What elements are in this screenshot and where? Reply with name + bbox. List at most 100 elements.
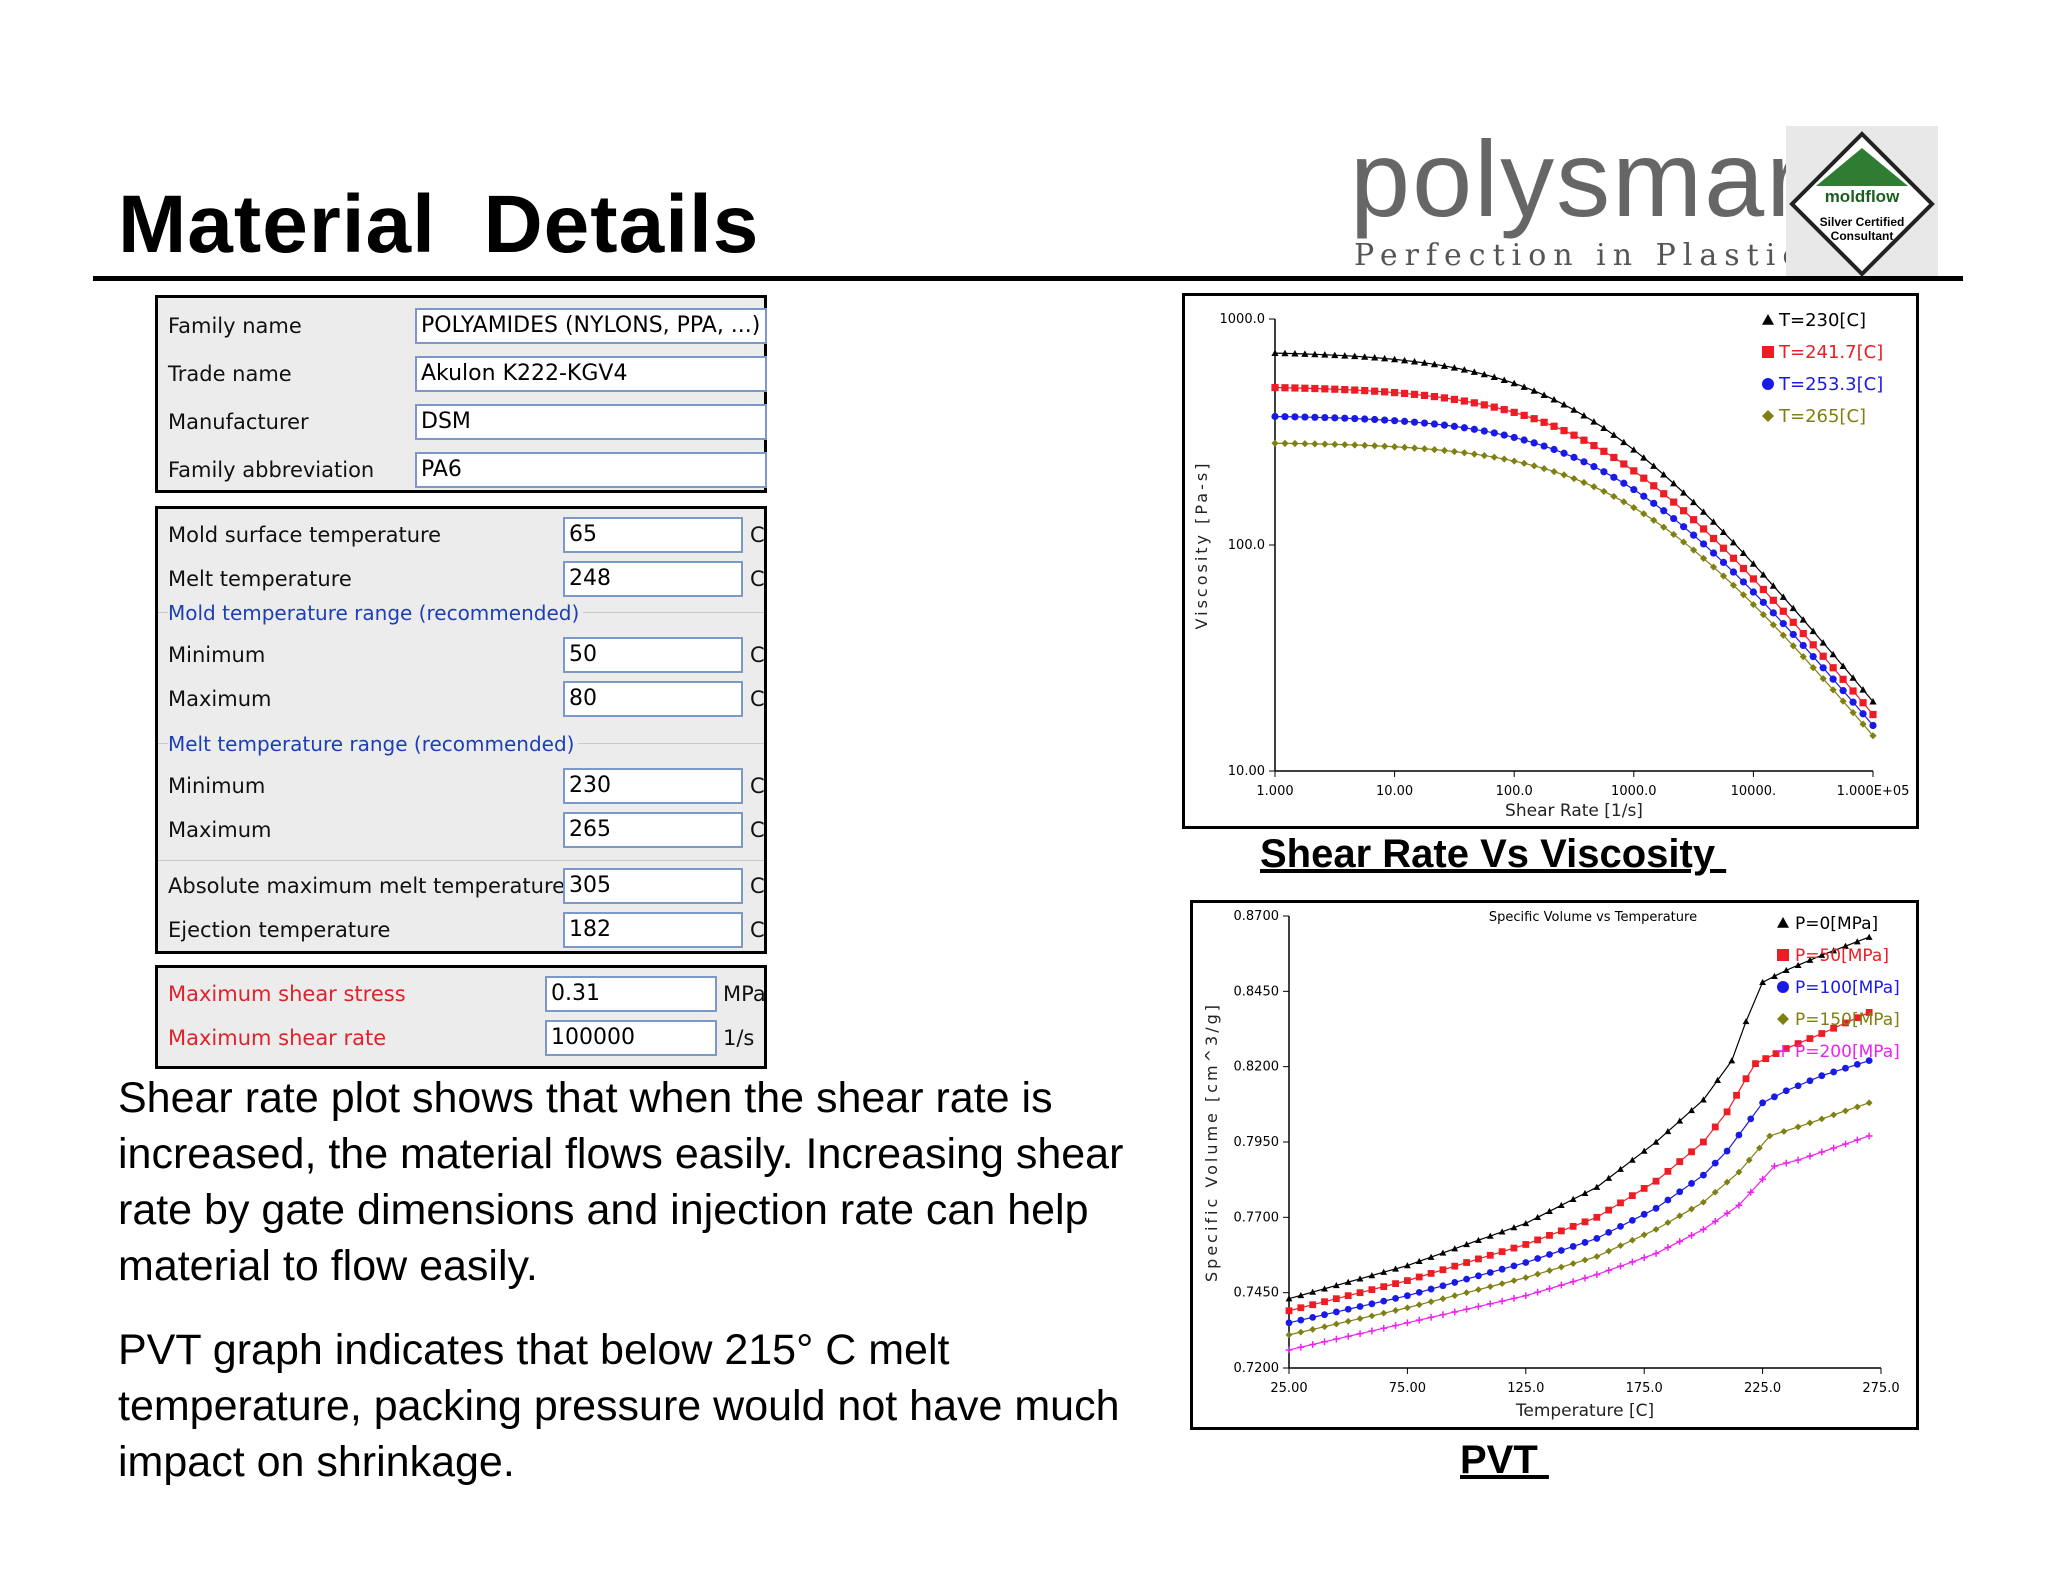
data-point (1321, 351, 1329, 358)
data-point (1610, 492, 1618, 501)
data-point (1475, 1255, 1482, 1263)
data-point (1699, 508, 1708, 515)
max-shear-rate-field[interactable]: 100000 (545, 1020, 717, 1056)
data-point (1404, 1277, 1411, 1285)
data-point (1605, 1247, 1613, 1255)
data-point (1794, 1156, 1802, 1164)
data-point (1510, 1294, 1518, 1302)
data-point (1789, 630, 1797, 639)
data-point (1530, 415, 1538, 423)
manufacturer-field[interactable]: DSM (415, 404, 767, 440)
max-shear-stress-label: Maximum shear stress (168, 982, 406, 1006)
data-point (1799, 629, 1807, 638)
data-point (1486, 1232, 1494, 1239)
data-point (1729, 568, 1738, 576)
unit-label: C (750, 567, 765, 591)
data-point (1640, 492, 1648, 500)
data-point (1391, 443, 1399, 451)
series-line (1288, 1060, 1870, 1324)
data-point (1690, 546, 1698, 554)
mold-surface-temperature-field[interactable]: 65 (563, 517, 743, 553)
data-point (1628, 1216, 1636, 1224)
data-point (1617, 1222, 1624, 1230)
melt-temperature-field[interactable]: 248 (563, 561, 743, 597)
data-point (1546, 1207, 1553, 1215)
data-point (1569, 1195, 1577, 1202)
melt-maximum-field[interactable]: 265 (563, 812, 743, 848)
data-point (1747, 1188, 1755, 1196)
data-point (1853, 1061, 1861, 1068)
data-point (1522, 1259, 1530, 1266)
data-point (1581, 1218, 1589, 1226)
melt-minimum-field[interactable]: 230 (563, 768, 743, 804)
legend-label: T=253.3[C] (1778, 374, 1883, 395)
data-point (1628, 1236, 1636, 1244)
unit-label: C (750, 687, 765, 711)
data-point (1301, 384, 1309, 392)
data-point (1610, 453, 1618, 462)
data-point (1470, 425, 1478, 433)
mold-maximum-field[interactable]: 80 (563, 681, 743, 717)
data-point (1451, 1308, 1459, 1316)
series-line (1274, 442, 1874, 737)
data-point (1331, 440, 1339, 448)
data-point (1742, 1018, 1750, 1025)
data-point (1580, 478, 1588, 487)
data-point (1534, 1270, 1542, 1278)
data-point (1709, 518, 1718, 525)
data-point (1806, 1119, 1814, 1127)
data-point (1709, 549, 1718, 557)
family-name-field[interactable]: POLYAMIDES (NYLONS, PPA, ...) (415, 308, 767, 344)
data-point (1640, 454, 1648, 461)
data-point (1769, 621, 1777, 629)
melt-maximum-label: Maximum (168, 818, 272, 842)
data-point (1510, 433, 1518, 442)
mold-minimum-field[interactable]: 50 (563, 637, 743, 673)
data-point (1510, 1244, 1518, 1252)
data-point (1780, 1128, 1788, 1135)
data-point (1839, 697, 1847, 705)
data-point (1451, 1279, 1459, 1286)
data-point (1749, 600, 1757, 609)
data-point (1769, 596, 1777, 604)
data-point (1356, 1315, 1364, 1322)
data-point (1500, 406, 1508, 414)
data-point (1842, 1019, 1849, 1027)
data-point (1735, 1131, 1743, 1139)
ejection-temperature-field[interactable]: 182 (563, 912, 743, 948)
legend-marker (1762, 378, 1774, 390)
data-point (1640, 1254, 1648, 1262)
x-tick-label: 100.0 (1496, 784, 1533, 799)
data-point (1309, 1341, 1317, 1348)
absolute-max-melt-temperature-field[interactable]: 305 (563, 868, 743, 904)
data-point (1605, 1174, 1613, 1181)
data-point (1344, 1317, 1352, 1325)
trade-name-field[interactable]: Akulon K222-KGV4 (415, 356, 767, 392)
data-point (1742, 1075, 1750, 1083)
data-point (1630, 503, 1638, 512)
max-shear-stress-field[interactable]: 0.31 (545, 976, 717, 1012)
data-point (1806, 1077, 1814, 1085)
data-point (1849, 687, 1857, 695)
legend-marker (1762, 346, 1774, 358)
data-point (1660, 470, 1668, 478)
mold-temperature-range-heading: Mold temperature range (recommended) (168, 601, 584, 625)
data-point (1794, 1082, 1802, 1090)
y-tick-label: 0.7450 (1234, 1286, 1280, 1301)
data-point (1735, 1201, 1743, 1209)
data-point (1723, 1209, 1731, 1217)
data-point (1404, 1304, 1411, 1312)
data-point (1285, 1319, 1293, 1327)
data-point (1711, 1188, 1719, 1196)
data-point (1688, 1205, 1695, 1213)
data-point (1351, 352, 1359, 360)
data-point (1640, 1231, 1648, 1239)
data-point (1344, 1305, 1352, 1313)
data-point (1799, 653, 1807, 661)
data-point (1772, 1050, 1780, 1058)
x-tick-label: 225.0 (1744, 1381, 1781, 1396)
family-abbreviation-field[interactable]: PA6 (415, 452, 767, 488)
x-tick-label: 25.00 (1270, 1381, 1307, 1396)
data-point (1719, 528, 1728, 535)
legend-marker (1762, 410, 1774, 422)
